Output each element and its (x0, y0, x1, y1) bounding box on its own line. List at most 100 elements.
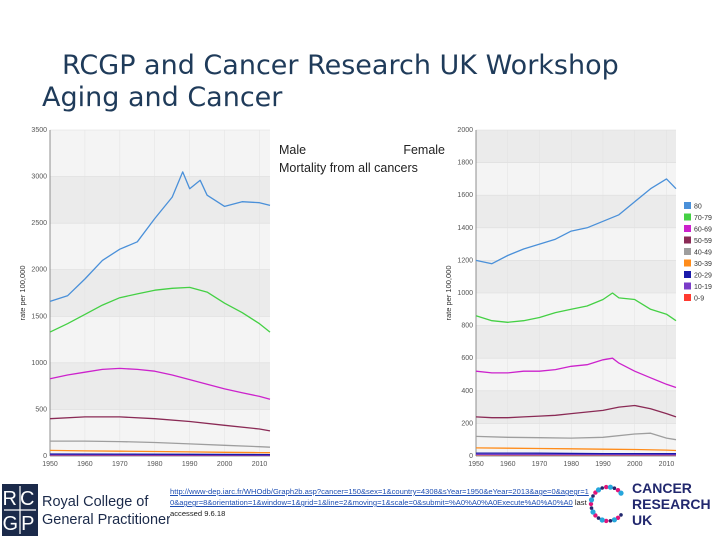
y-tick-label: 0 (43, 453, 47, 460)
cruk-line3: UK (632, 512, 652, 528)
y-tick-label: 0 (469, 453, 473, 460)
legend-label-30-39: 30-39 (694, 261, 712, 268)
series-line-80 (49, 171, 271, 303)
x-tick-label: 1990 (182, 461, 198, 468)
plot-band (476, 130, 676, 163)
legend-swatch-80 (684, 202, 691, 209)
cruk-dot (604, 484, 609, 490)
cruk-dot (595, 487, 602, 493)
x-tick-label: 1950 (468, 461, 484, 468)
cruk-dot (593, 513, 598, 518)
x-tick-label: 2000 (217, 461, 233, 468)
y-tick-label: 2000 (457, 127, 473, 134)
y-tick-label: 1500 (31, 313, 47, 320)
cruk-dot (612, 486, 617, 490)
y-tick-label: 2500 (31, 220, 47, 227)
cruk-dot (588, 501, 594, 507)
x-tick-label: 1950 (42, 461, 58, 468)
cruk-dot (608, 519, 613, 523)
cruk-dot (590, 509, 596, 515)
legend-label-50-59: 50-59 (694, 238, 712, 245)
x-tick-label: 1990 (595, 461, 611, 468)
series-line-60-69 (475, 357, 677, 389)
caption-male: Male (279, 143, 307, 157)
x-tick-label: 1980 (563, 461, 579, 468)
x-tick-label: 1980 (147, 461, 163, 468)
series-line-30-39 (49, 449, 271, 454)
y-tick-label: 1000 (31, 360, 47, 367)
cruk-dot (591, 494, 595, 498)
cruk-dot (618, 490, 624, 496)
y-tick-label: 600 (461, 355, 473, 362)
plot-band (50, 176, 270, 224)
rcgp-name-line2: General Practitioners (42, 512, 170, 528)
legend-swatch-0-9 (684, 294, 691, 301)
series-line-70-79 (49, 286, 271, 333)
caption-female: Female (403, 143, 445, 157)
rcgp-abbrev-top: RC (3, 488, 38, 510)
rcgp-name-line1: Royal College of (42, 494, 149, 510)
series-line-50-59 (49, 416, 271, 432)
x-tick-label: 1970 (112, 461, 128, 468)
series-line-40-49 (475, 432, 677, 441)
cruk-dot (599, 517, 605, 523)
plot-band (476, 390, 676, 424)
plot-band (476, 260, 676, 293)
y-tick-label: 3500 (31, 127, 47, 134)
y-tick-label: 400 (461, 388, 473, 395)
rcgp-abbrev-bottom: GP (3, 513, 38, 535)
cruk-dot (600, 486, 604, 490)
legend-swatch-10-19 (684, 282, 691, 290)
legend-swatch-70-79 (684, 213, 691, 221)
y-tick-label: 2000 (31, 267, 47, 274)
y-axis-label: rate per 100,000 (444, 265, 453, 320)
footer-source-link: http://www-dep.iarc.fr/WHOdb/Graph2b.asp… (170, 486, 590, 519)
cruk-logo: CANCER RESEARCH UK (588, 480, 711, 528)
legend-swatch-60-69 (684, 225, 691, 232)
x-tick-label: 2010 (659, 461, 675, 468)
y-tick-label: 500 (35, 406, 47, 413)
y-tick-label: 1200 (457, 257, 473, 264)
series-line-60-69 (49, 367, 271, 400)
chart-legend: 80 70-79 60-69 50-59 40-49 30-39 20-29 10-19 0-9 (684, 202, 712, 303)
x-tick-label: 1960 (500, 461, 516, 468)
cruk-dot (596, 516, 601, 520)
series-line-20-29 (49, 453, 271, 456)
cruk-dot (604, 518, 609, 524)
female-mortality-chart: 0 200 400 600 800 1000 1200 1400 1600 1800 2000 195… (444, 127, 712, 468)
series-line-30-39 (475, 447, 677, 452)
plot-band (476, 325, 676, 359)
cruk-dot (611, 517, 617, 523)
legend-label-20-29: 20-29 (694, 273, 712, 280)
y-tick-label: 1400 (457, 225, 473, 232)
cruk-line1: CANCER (632, 480, 692, 496)
series-line-40-49 (50, 440, 271, 448)
y-tick-label: 3000 (31, 174, 47, 181)
x-tick-label: 1970 (532, 461, 548, 468)
cruk-dot (615, 515, 621, 520)
x-tick-label: 1960 (77, 461, 93, 468)
plot-band (50, 362, 270, 410)
rcgp-logo: RC GP Royal College of General Practitio… (2, 484, 170, 536)
series-line-50-59 (475, 404, 677, 419)
legend-swatch-40-49 (684, 248, 691, 255)
legend-label-60-69: 60-69 (694, 227, 712, 234)
y-tick-label: 1000 (457, 290, 473, 297)
iarc-link[interactable]: http://www-dep.iarc.fr/WHOdb/Graph2b.asp… (170, 487, 589, 507)
series-line-20-29 (475, 452, 677, 455)
y-tick-label: 200 (461, 420, 473, 427)
y-axis-label: rate per 100,000 (18, 265, 27, 320)
legend-label-10-19: 10-19 (694, 284, 712, 291)
series-line-80 (475, 178, 677, 265)
legend-swatch-50-59 (684, 236, 691, 244)
legend-label-80: 80 (694, 204, 702, 211)
cruk-dot (619, 513, 623, 517)
cruk-dot-ring (588, 484, 624, 524)
caption-subtitle: Mortality from all cancers (279, 161, 418, 175)
series-line-70-79 (475, 292, 677, 323)
legend-label-70-79: 70-79 (694, 215, 712, 222)
male-mortality-chart: 0 500 1000 1500 2000 2500 3000 3500 1950 1960 1970… (18, 127, 271, 468)
y-tick-label: 1800 (457, 160, 473, 167)
cruk-dot (589, 506, 594, 510)
cruk-dot (588, 497, 595, 503)
